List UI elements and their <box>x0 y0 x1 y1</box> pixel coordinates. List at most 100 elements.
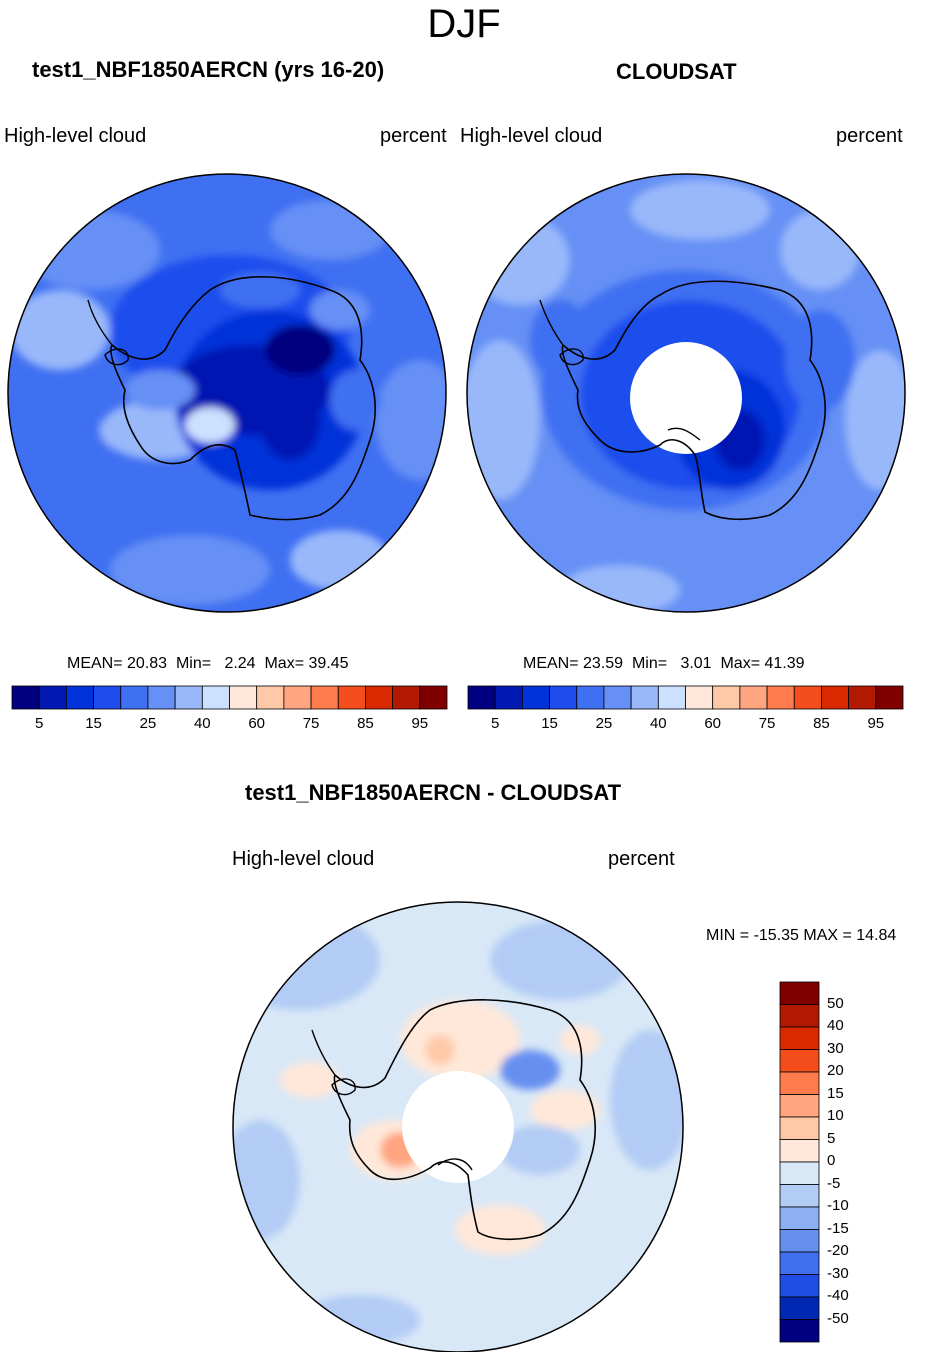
colorbar-tick-label: 60 <box>704 715 722 732</box>
mean-value: 23.59 <box>583 655 624 672</box>
colorbar-tick-label: 95 <box>867 715 885 732</box>
colorbar-swatch <box>821 685 850 710</box>
left-colorbar <box>11 685 448 710</box>
colorbar-tick-label: 20 <box>827 1062 844 1079</box>
right-panel-variable-label: High-level cloud <box>460 125 603 147</box>
colorbar-swatch <box>739 685 768 710</box>
colorbar-tick-label: 40 <box>193 715 211 732</box>
colorbar-swatch <box>848 685 877 710</box>
colorbar-swatch <box>779 1094 820 1118</box>
colorbar-swatch <box>392 685 421 710</box>
colorbar-swatch <box>685 685 714 710</box>
colorbar-swatch <box>337 685 366 710</box>
diff-map-border <box>232 901 684 1352</box>
colorbar-swatch <box>779 1251 820 1275</box>
colorbar-swatch <box>779 1161 820 1185</box>
colorbar-swatch <box>283 685 312 710</box>
colorbar-swatch <box>779 1049 820 1073</box>
colorbar-swatch <box>779 1229 820 1253</box>
colorbar-tick-label: 25 <box>139 715 157 732</box>
missing-data-hole <box>630 342 742 454</box>
diff-panel-units-label: percent <box>608 848 675 870</box>
diff-panel-title: test1_NBF1850AERCN - CLOUDSAT <box>245 780 622 805</box>
colorbar-swatch <box>657 685 686 710</box>
colorbar-tick-label: -40 <box>827 1287 849 1304</box>
colorbar-tick-label: 5 <box>491 715 500 732</box>
colorbar-swatch <box>521 685 550 710</box>
right-panel-stats: MEAN= 23.59 Min= 3.01 Max= 41.39 <box>523 655 805 673</box>
colorbar-swatch <box>576 685 605 710</box>
min-value: 3.01 <box>680 655 712 672</box>
left-map <box>8 174 446 612</box>
colorbar-tick-label: 85 <box>813 715 830 732</box>
mean-value: 20.83 <box>127 655 168 672</box>
colorbar-swatch <box>11 685 40 710</box>
mean-label: MEAN= <box>67 655 123 672</box>
diff-panel-variable-label: High-level cloud <box>232 848 375 870</box>
colorbar-tick-label: -20 <box>827 1242 849 1259</box>
colorbar-swatch <box>256 685 285 710</box>
colorbar-swatch <box>779 1004 820 1028</box>
left-panel-stats: MEAN= 20.83 Min= 2.24 Max= 39.45 <box>67 655 349 673</box>
missing-data-hole <box>402 1071 514 1183</box>
colorbar-swatch <box>712 685 741 710</box>
colorbar-swatch <box>365 685 394 710</box>
right-panel-title: CLOUDSAT <box>616 59 737 84</box>
colorbar-swatch <box>766 685 795 710</box>
colorbar-tick-label: 60 <box>248 715 266 732</box>
colorbar-swatch <box>779 981 820 1005</box>
colorbar-tick-label: 30 <box>827 1039 844 1057</box>
colorbar-swatch <box>630 685 659 710</box>
colorbar-tick-label: 5 <box>35 715 44 732</box>
colorbar-swatch <box>603 685 632 710</box>
antarctica-coastline <box>110 276 376 521</box>
colorbar-swatch <box>147 685 176 710</box>
left-panel-units-label: percent <box>380 125 447 147</box>
colorbar-tick-label: 75 <box>758 715 776 732</box>
min-value: 2.24 <box>224 655 256 672</box>
left-panel-variable-label: High-level cloud <box>4 125 147 147</box>
max-label: Max= <box>264 655 305 672</box>
colorbar-tick-label: 50 <box>827 994 844 1012</box>
mean-label: MEAN= <box>523 655 579 672</box>
colorbar-swatch <box>229 685 258 710</box>
right-map-border <box>466 173 906 613</box>
colorbar-tick-label: 15 <box>827 1084 844 1102</box>
right-map <box>467 174 905 612</box>
colorbar-swatch <box>779 1139 820 1163</box>
figure-title: DJF <box>427 2 501 46</box>
min-label: Min= <box>175 655 212 672</box>
colorbar-tick-label: 95 <box>411 715 429 732</box>
colorbar-swatch <box>38 685 67 710</box>
colorbar-swatch <box>93 685 122 710</box>
colorbar-swatch <box>779 1184 820 1208</box>
left-map-border <box>7 173 447 613</box>
colorbar-swatch <box>779 1319 820 1343</box>
right-colorbar <box>467 685 904 710</box>
colorbar-swatch <box>779 1026 820 1050</box>
colorbar-swatch <box>779 1116 820 1140</box>
colorbar-tick-label: 10 <box>827 1107 844 1124</box>
colorbar-tick-label: 75 <box>302 715 320 732</box>
colorbar-tick-label: 5 <box>827 1129 836 1147</box>
colorbar-swatch <box>779 1274 820 1298</box>
max-value: 39.45 <box>308 655 349 672</box>
colorbar-swatch <box>549 685 578 710</box>
colorbar-tick-label: 15 <box>541 715 558 732</box>
colorbar-tick-label: -5 <box>827 1174 841 1192</box>
colorbar-tick-label: 15 <box>85 715 102 732</box>
colorbar-swatch <box>875 685 904 710</box>
diff-panel-minmax: MIN = -15.35 MAX = 14.84 <box>706 927 897 944</box>
colorbar-swatch <box>779 1296 820 1320</box>
colorbar-swatch <box>419 685 448 710</box>
min-label: Min= <box>631 655 668 672</box>
antarctica-coastline <box>333 999 596 1241</box>
colorbar-swatch <box>201 685 230 710</box>
max-label: Max= <box>720 655 761 672</box>
colorbar-tick-label: 25 <box>595 715 613 732</box>
max-value: 41.39 <box>764 655 805 672</box>
colorbar-swatch <box>65 685 94 710</box>
colorbar-swatch <box>793 685 822 710</box>
right-panel-units-label: percent <box>836 125 903 147</box>
